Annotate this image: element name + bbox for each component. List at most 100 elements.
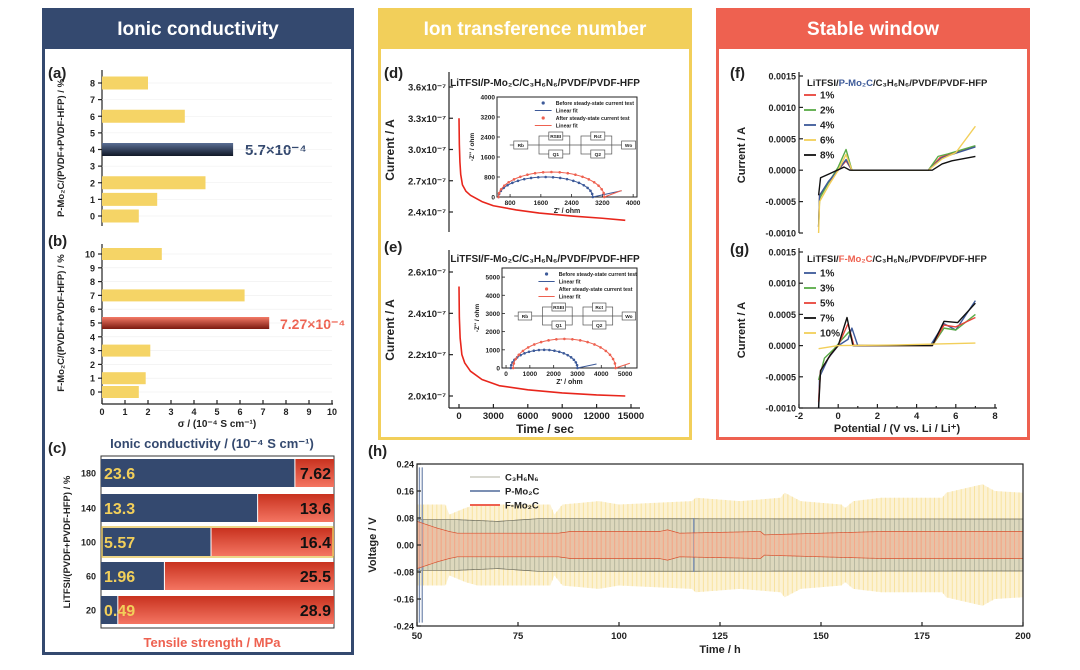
y-tick-label-g: 0.0000 [768, 341, 796, 351]
x-tick-label-b: 2 [145, 407, 150, 417]
conductivity-value-label: 0.49 [104, 603, 135, 620]
axis-label-h-y: Voltage / V [367, 517, 379, 573]
conductivity-bar-60 [101, 562, 164, 590]
bar-a-4 [102, 143, 234, 156]
y-tick-label-b: 5 [90, 319, 95, 329]
title-g-prefix: LiTFSI/ [807, 254, 839, 265]
chart-title-d: LiTFSI/P-Mo₂C/C₃H₆N₆/PVDF/PVDF-HFP [450, 78, 640, 89]
legend-label-g: 7% [820, 314, 835, 325]
inset-x-tick-label-e: 5000 [618, 371, 633, 378]
axis-label-a-y: P-Mo₂C/(PVDF+PVDF-HFP) / % [56, 78, 67, 217]
voltage-envelope-bottom-1 [417, 568, 1024, 572]
panel-label-g: (g) [730, 241, 749, 258]
x-tick-label-h: 200 [1015, 631, 1031, 642]
panel-label-d: (d) [384, 65, 403, 82]
legend-label-h: F-Mo₂C [505, 501, 539, 512]
bar-b-3 [102, 344, 151, 357]
inset-y-tick-label-d: 1600 [481, 155, 496, 162]
ionic-conductivity-header: Ionic conductivity [45, 11, 351, 49]
y-tick-label-h: 0.00 [396, 541, 414, 551]
conductivity-bar-180 [101, 459, 295, 487]
circuit-element-label-e: Rct [595, 305, 603, 311]
circuit-element-label-e: Rb [522, 314, 528, 320]
inset-y-label-e: -Z'' / ohm [474, 304, 481, 333]
x-tick-label-h: 175 [914, 631, 931, 642]
y-tick-label-g: 0.0015 [768, 248, 796, 258]
y-tick-label-b: 3 [90, 346, 95, 356]
stable-window-header: Stable window [719, 11, 1027, 49]
x-tick-label-e: 9000 [552, 411, 573, 422]
conductivity-value-label: 23.6 [104, 466, 135, 483]
current-curve-e [458, 286, 626, 397]
inset-y-tick-label-d: 800 [484, 175, 495, 182]
inset-y-tick-label-e: 3000 [486, 311, 501, 318]
x-tick-label-b: 3 [168, 407, 173, 417]
axis-label-c-bottom: Tensile strength / MPa [143, 635, 281, 650]
axis-label-g-x: Potential / (V vs. Li / Li⁺) [834, 423, 961, 435]
voltage-envelope-top-1 [417, 518, 1024, 522]
legend-label-f: 6% [820, 136, 835, 147]
y-tick-label-h: 0.08 [396, 514, 414, 524]
title-f-suffix: /C₃H₆N₆/PVDF/PVDF-HFP [873, 78, 988, 89]
y-tick-label-a: 2 [90, 178, 95, 188]
legend-marker-e [544, 287, 549, 291]
lsv-curve-g-5% [817, 316, 976, 402]
legend-marker-e [544, 272, 549, 276]
voltage-band-2 [417, 521, 1023, 569]
x-tick-label-g: 0 [836, 411, 841, 422]
x-tick-label-e: 15000 [618, 411, 644, 422]
y-tick-label-a: 8 [90, 79, 95, 89]
conductivity-value-label: 5.57 [104, 535, 135, 552]
panel-label-b: (b) [48, 233, 67, 250]
x-tick-label-h: 150 [813, 631, 829, 642]
tensile-value-label: 7.62 [300, 466, 331, 483]
chart-title-e: LiTFSI/F-Mo₂C/C₃H₆N₆/PVDF/PVDF-HFP [450, 254, 640, 265]
bar-a-1 [102, 192, 158, 206]
inset-y-tick-label-d: 4000 [481, 95, 496, 102]
conductivity-value-label: 1.96 [104, 569, 135, 586]
bar-b-0 [102, 386, 139, 398]
y-tick-label-a: 4 [90, 145, 95, 155]
bar-b-5 [102, 317, 270, 329]
y-tick-label-h: 0.16 [396, 487, 414, 497]
inset-y-label-d: -Z'' / ohm [469, 133, 476, 162]
inset-legend-label-e: Linear fit [559, 280, 581, 286]
lsv-curve-g-10% [818, 342, 976, 350]
y-tick-label-g: 0.0010 [768, 279, 796, 289]
tensile-value-label: 13.6 [300, 501, 331, 518]
circuit-element-label-e: RSEI [553, 305, 565, 311]
x-tick-label-e: 6000 [517, 411, 538, 422]
bar-a-0 [102, 209, 139, 223]
y-tick-label-h: 0.24 [396, 460, 414, 470]
panel-label-c: (c) [48, 440, 66, 457]
y-tick-label-a: 3 [90, 162, 95, 172]
axis-label-e-x: Time / sec [516, 422, 574, 436]
axis-label-g-y: Current / A [736, 302, 748, 358]
circuit-element-d [548, 149, 564, 159]
conductivity-bar-20 [101, 596, 118, 624]
tensile-value-label: 25.5 [300, 569, 331, 586]
circuit-element-label-d: Q2 [595, 152, 602, 158]
axis-label-b-y: F-Mo₂C/(PVDF+PVDF-HFP) / % [56, 254, 67, 392]
inset-legend-label-d: After steady-state current test [556, 116, 630, 122]
ion-transference-header: Ion transference number [381, 11, 689, 49]
inset-y-tick-label-e: 2000 [486, 329, 501, 336]
tensile-bar-100 [211, 528, 334, 556]
stable-window-panel: Stable window [716, 8, 1030, 440]
lsv-curve-f-8% [817, 155, 976, 196]
y-tick-label-d: 3.6x10⁻⁷ [408, 83, 446, 94]
legend-label-f: 8% [820, 151, 835, 162]
y-tick-label-h: -0.16 [393, 595, 414, 605]
inset-y-tick-label-e: 4000 [486, 293, 501, 300]
x-tick-label-h: 125 [712, 631, 729, 642]
y-tick-label-f: 0.0005 [768, 134, 796, 144]
legend-label-g: 1% [820, 269, 835, 280]
y-tick-label-a: 5 [90, 128, 95, 138]
y-tick-label-d: 3.3x10⁻⁷ [408, 114, 446, 125]
inset-legend-label-d: Linear fit [556, 124, 578, 130]
x-tick-label-h: 75 [513, 631, 524, 642]
circuit-element-label-e: Q2 [596, 323, 603, 329]
inset-x-label-e: Z' / ohm [556, 379, 583, 386]
legend-label-f: 2% [820, 106, 835, 117]
